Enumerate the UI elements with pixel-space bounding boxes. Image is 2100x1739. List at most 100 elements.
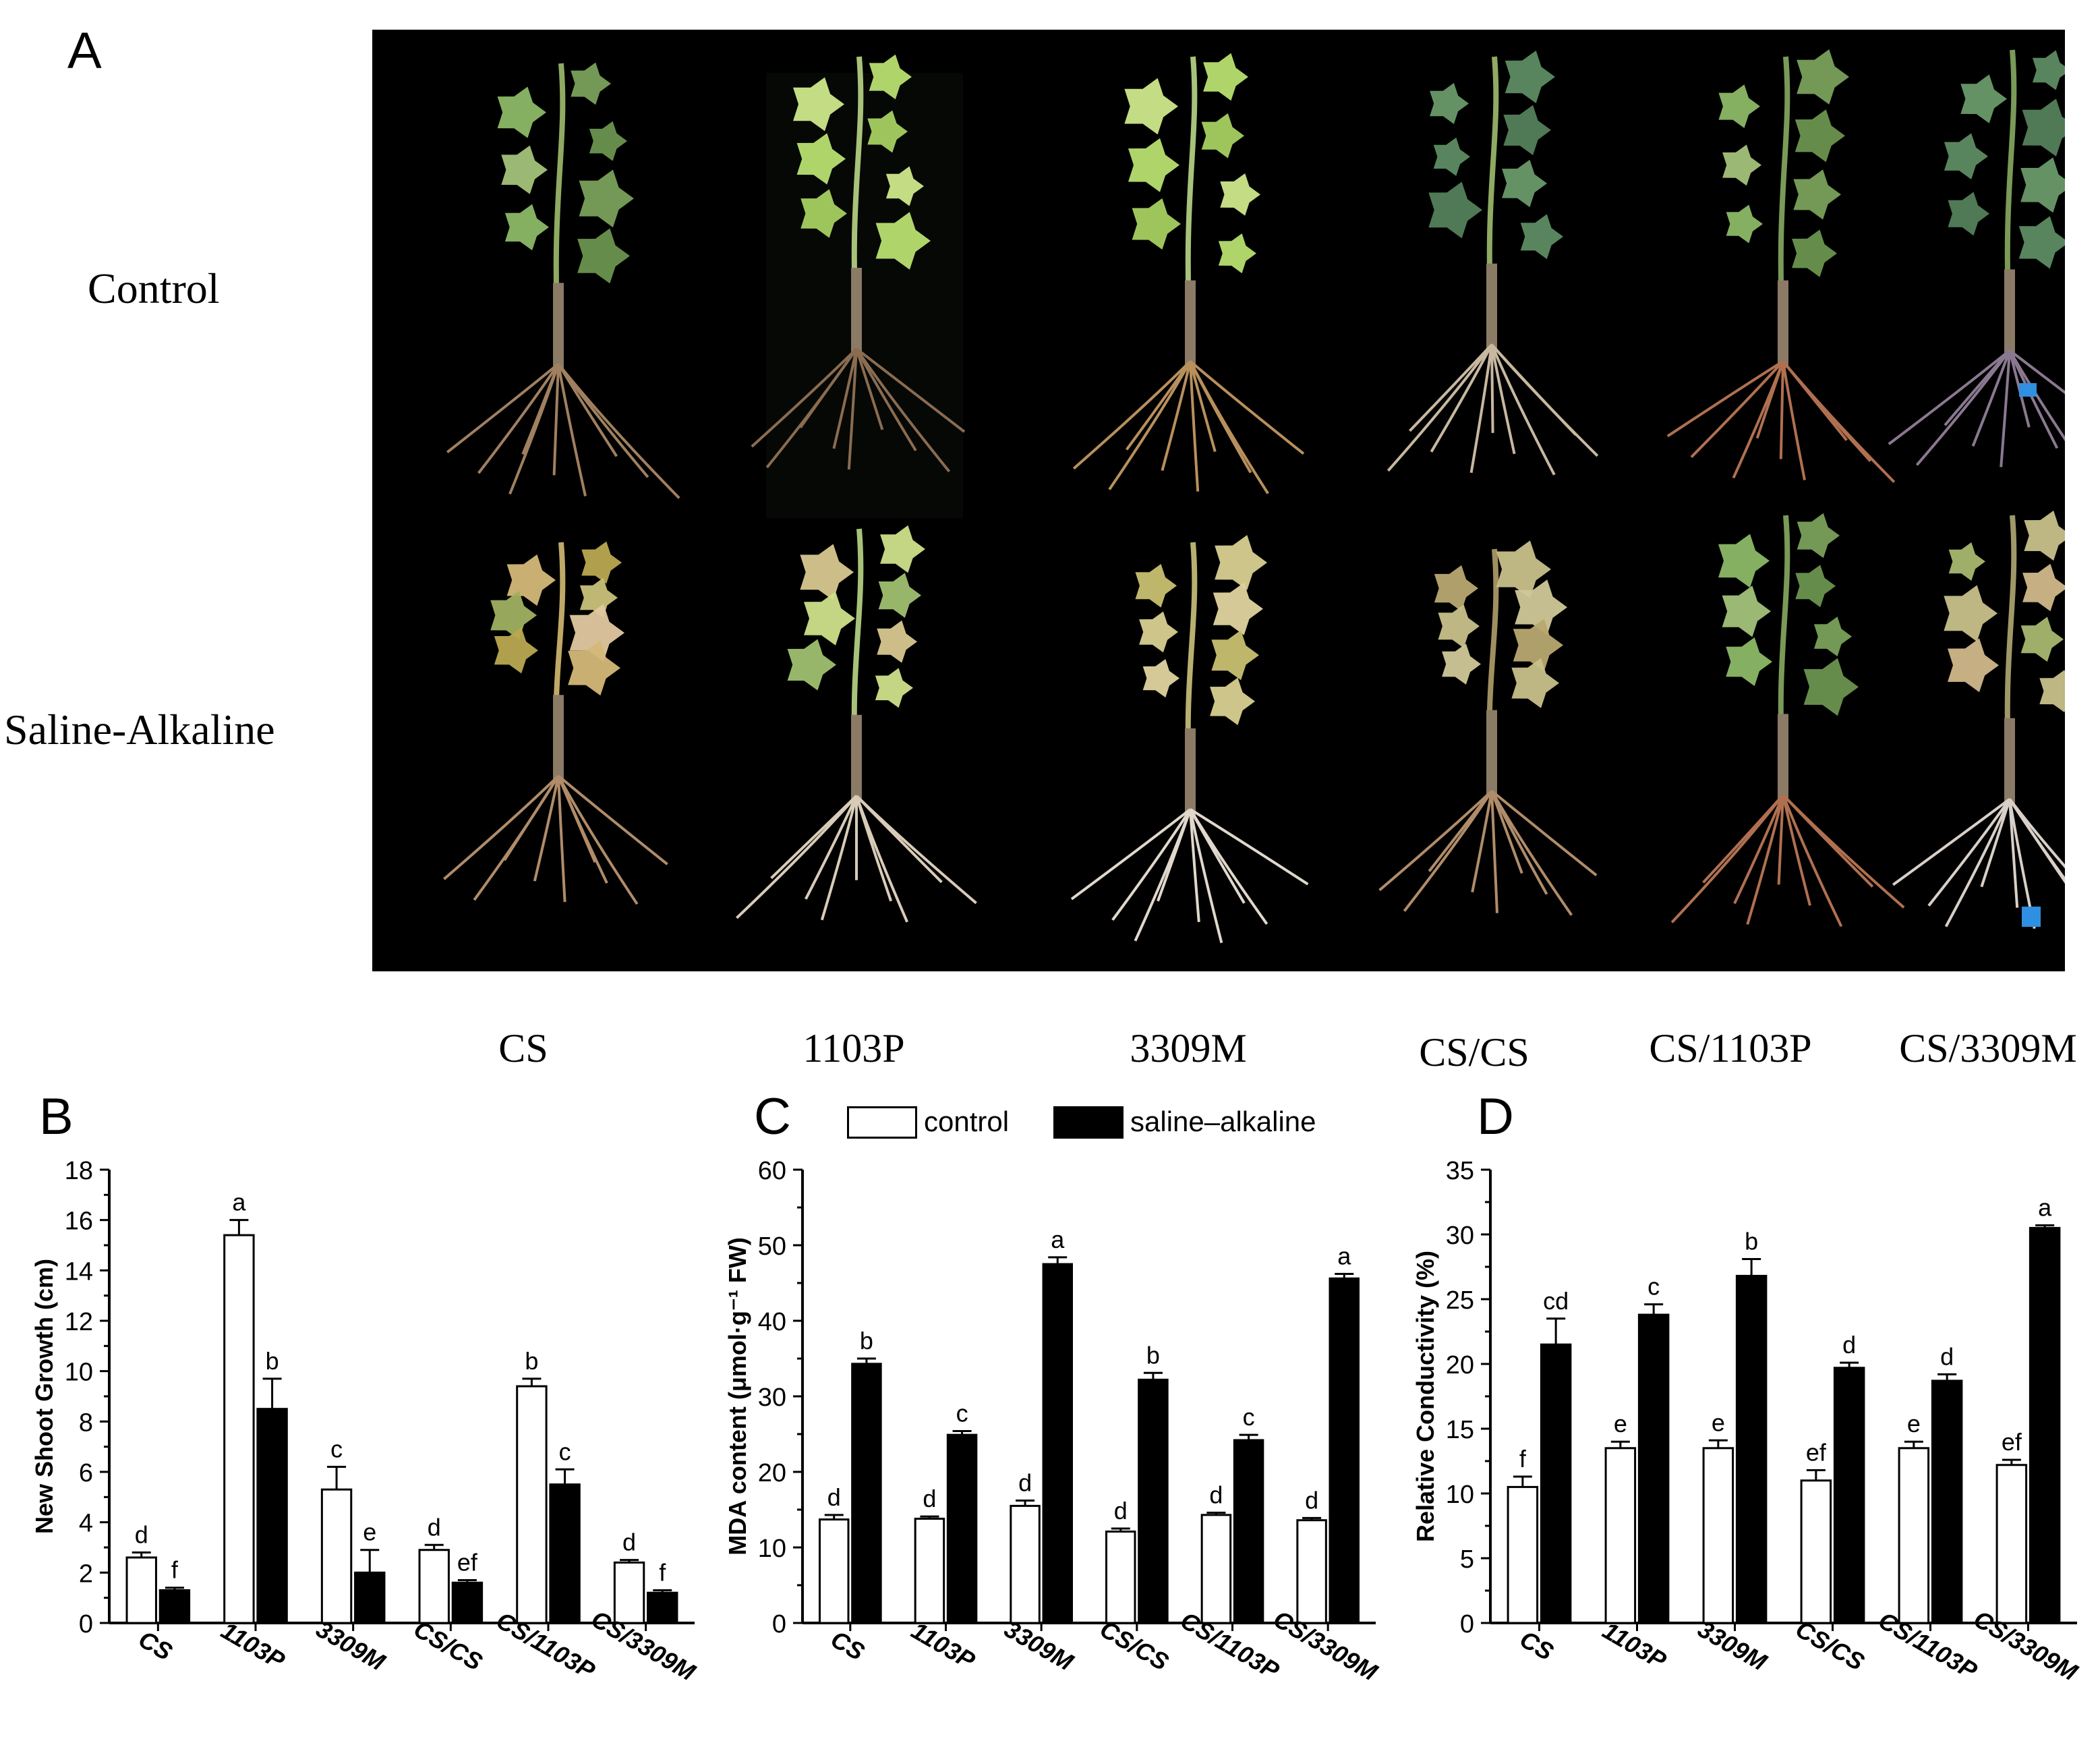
plant-root xyxy=(1755,360,1784,439)
significance-letter: e xyxy=(1712,1408,1725,1436)
plant-leaf xyxy=(1515,579,1567,635)
significance-letter: a xyxy=(1337,1243,1351,1270)
y-tick-label: 4 xyxy=(79,1510,93,1538)
bar-control xyxy=(1200,1514,1232,1624)
y-tick-label: 14 xyxy=(65,1257,93,1286)
plant-root xyxy=(2008,798,2065,869)
y-tick-label: 0 xyxy=(1460,1610,1474,1638)
y-tick-label: 60 xyxy=(758,1157,786,1185)
plant-leaf xyxy=(869,54,912,100)
plant-leaf xyxy=(2024,510,2065,561)
plant-root xyxy=(751,347,858,448)
significance-letter: a xyxy=(1051,1226,1065,1253)
plant-root xyxy=(1702,794,1784,884)
plant-leaf xyxy=(497,86,546,138)
y-tick-label: 0 xyxy=(772,1610,786,1638)
plant-root xyxy=(1471,791,1493,892)
significance-letter: b xyxy=(860,1327,873,1355)
y-tick-label: 20 xyxy=(1446,1351,1474,1379)
plant-leaf xyxy=(1797,513,1840,559)
plant-leaf xyxy=(1135,564,1177,608)
bar-control xyxy=(125,1556,157,1624)
bar-saline xyxy=(549,1483,581,1624)
plant-root xyxy=(1779,361,1784,459)
plant-root xyxy=(503,775,560,861)
blue-tag xyxy=(2019,383,2037,397)
plant-leaf xyxy=(1948,638,1999,693)
y-tick-label: 10 xyxy=(758,1535,786,1563)
plant-root xyxy=(446,362,560,453)
y-tick-label: 6 xyxy=(79,1459,93,1487)
plant-leaf xyxy=(1428,181,1482,239)
plant-leaf xyxy=(1520,214,1563,260)
plant-root xyxy=(1782,793,1905,909)
y-tick-label: 12 xyxy=(65,1308,93,1336)
significance-letter: f xyxy=(171,1556,179,1584)
plant-root xyxy=(557,776,566,903)
bar-saline xyxy=(1637,1313,1670,1624)
y-axis-title: New Shoot Growth (cm) xyxy=(30,1259,58,1534)
plant-leaf xyxy=(1502,159,1547,208)
plant-root xyxy=(1189,808,1268,925)
legend-label-saline: saline–alkaline xyxy=(1130,1106,1316,1137)
plant-leaf xyxy=(1220,173,1260,216)
plant-root xyxy=(1782,360,1896,484)
significance-letter: b xyxy=(1146,1341,1160,1369)
plant-leaf xyxy=(880,525,925,573)
plant-root xyxy=(1944,349,2011,426)
plant-root xyxy=(1189,809,1200,922)
significance-letter: ef xyxy=(1806,1438,1827,1466)
bar-control xyxy=(1702,1447,1734,1624)
plant-leaf xyxy=(867,110,908,153)
plant-root xyxy=(557,774,668,865)
plant-leaf xyxy=(1797,49,1849,105)
column-label-cs-cs: CS/CS xyxy=(1419,1030,1529,1075)
plant-root xyxy=(1490,790,1598,877)
plant-root xyxy=(855,347,951,473)
plant-root xyxy=(1782,361,1806,480)
y-tick-label: 2 xyxy=(79,1560,93,1588)
significance-letter: b xyxy=(1745,1227,1758,1255)
y-tick-label: 10 xyxy=(65,1359,93,1387)
plant-leaf xyxy=(885,166,924,206)
plant-leaf xyxy=(2020,157,2065,213)
bar-control xyxy=(1604,1447,1637,1624)
plant-root xyxy=(557,364,587,496)
plant-root xyxy=(1927,798,2011,907)
plant-leaf xyxy=(1793,169,1841,220)
x-tick-label: 1103P xyxy=(907,1616,981,1675)
bar-control xyxy=(1898,1447,1930,1624)
significance-letter: b xyxy=(266,1347,279,1375)
significance-letter: e xyxy=(363,1518,376,1546)
plant-root xyxy=(1070,808,1192,901)
plant-leaf xyxy=(1210,677,1255,725)
plant-leaf xyxy=(569,604,624,662)
plant-leaf xyxy=(1813,617,1852,657)
plant-root xyxy=(770,795,858,880)
plant-leaf xyxy=(1434,565,1478,612)
plant-leaf xyxy=(1211,630,1259,681)
plant-leaf xyxy=(800,544,854,601)
plant-leaf xyxy=(589,121,627,161)
plant-leaf xyxy=(804,592,855,646)
plant-leaf xyxy=(1215,535,1267,590)
plant-root xyxy=(557,363,680,499)
plant-leaf xyxy=(1944,585,1997,642)
plant-root xyxy=(1732,360,1784,479)
plant-root xyxy=(1980,799,2011,888)
plant-leaf xyxy=(1792,229,1837,277)
y-tick-label: 10 xyxy=(1446,1481,1474,1509)
plant-root xyxy=(1111,808,1192,921)
significance-letter: e xyxy=(1907,1410,1921,1437)
plant-leaf xyxy=(1128,138,1179,192)
plant-leaf xyxy=(501,145,548,194)
plant-leaf xyxy=(878,573,921,618)
plant-leaf xyxy=(1722,586,1771,637)
y-tick-label: 20 xyxy=(758,1459,786,1487)
x-tick-label: CS xyxy=(1515,1625,1558,1666)
y-tick-label: 8 xyxy=(79,1408,93,1437)
plant-root xyxy=(1490,343,1599,457)
plant-leaf xyxy=(1726,204,1763,244)
plant-leaf xyxy=(875,212,931,270)
plant-root xyxy=(1888,349,2011,445)
